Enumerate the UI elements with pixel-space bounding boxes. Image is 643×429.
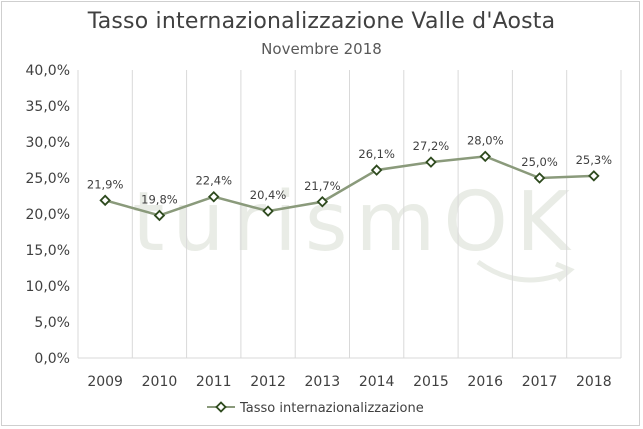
legend-label: Tasso internazionalizzazione <box>239 401 424 416</box>
data-point <box>533 172 546 184</box>
watermark-text: turismOK <box>132 175 578 270</box>
x-tick-label: 2017 <box>522 374 558 390</box>
data-label: 21,9% <box>87 177 124 191</box>
data-label: 28,0% <box>467 133 504 147</box>
y-tick-label: 0,0% <box>34 351 70 367</box>
legend: Tasso internazionalizzazione <box>207 401 424 416</box>
y-tick-label: 5,0% <box>34 315 70 331</box>
x-tick-label: 2013 <box>305 374 341 390</box>
watermark: turismOK <box>132 175 578 283</box>
watermark-arrow <box>555 261 575 282</box>
data-point <box>262 205 274 217</box>
x-tick-label: 2009 <box>87 374 123 390</box>
y-tick-label: 30,0% <box>26 135 70 151</box>
data-label: 19,8% <box>141 192 178 206</box>
data-point <box>479 150 492 163</box>
y-tick-label: 40,0% <box>26 63 70 79</box>
data-point <box>207 190 220 203</box>
x-tick-label: 2010 <box>142 374 178 390</box>
data-label: 21,7% <box>304 179 341 193</box>
x-tick-label: 2018 <box>576 374 612 390</box>
data-point <box>99 194 111 207</box>
data-point <box>153 209 166 222</box>
data-point <box>316 195 329 208</box>
data-label: 25,0% <box>521 155 558 169</box>
y-tick-label: 15,0% <box>26 243 70 259</box>
x-tick-label: 2016 <box>467 374 503 390</box>
series-line <box>104 155 594 217</box>
x-tick-label: 2011 <box>196 374 232 390</box>
chart-subtitle: Novembre 2018 <box>261 40 382 58</box>
watermark-swoosh <box>476 259 567 283</box>
y-tick-label: 10,0% <box>26 279 70 295</box>
chart-title: Tasso internazionalizzazione Valle d'Aos… <box>87 9 556 34</box>
data-label: 27,2% <box>413 139 450 153</box>
x-tick-label: 2012 <box>250 374 286 390</box>
data-label: 26,1% <box>358 147 395 161</box>
data-label: 20,4% <box>250 188 287 202</box>
x-tick-label: 2014 <box>359 374 395 390</box>
y-tick-label: 25,0% <box>26 171 70 187</box>
data-point <box>588 170 600 182</box>
y-tick-label: 35,0% <box>26 99 70 115</box>
legend-marker <box>215 401 227 413</box>
y-tick-label: 20,0% <box>26 207 70 223</box>
x-tick-label: 2015 <box>413 374 449 390</box>
data-point <box>425 156 437 168</box>
data-label: 22,4% <box>195 174 232 188</box>
data-point <box>370 164 383 176</box>
data-label: 25,3% <box>576 153 613 167</box>
